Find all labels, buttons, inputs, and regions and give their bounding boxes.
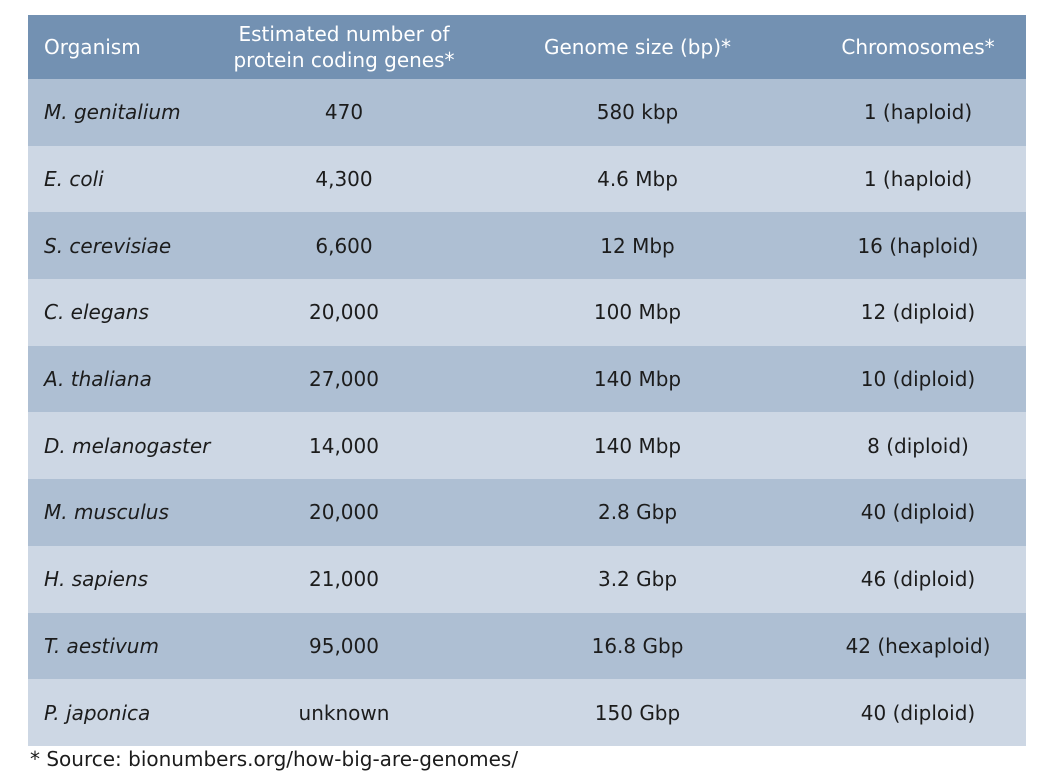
header-chromosomes: Chromosomes* bbox=[841, 35, 995, 59]
chromosomes-cell: 42 (hexaploid) bbox=[845, 633, 991, 658]
organism-cell: M. genitalium bbox=[44, 100, 181, 125]
genome-size-cell: 4.6 Mbp bbox=[597, 167, 678, 192]
organism-cell: H. sapiens bbox=[44, 567, 149, 592]
genome-size-cell: 140 Mbp bbox=[593, 367, 682, 392]
table-row: P. japonica unknown 150 Gbp 40 (diploid) bbox=[28, 679, 1026, 746]
chromosomes-cell: 1 (haploid) bbox=[863, 100, 973, 125]
genes-cell: 20,000 bbox=[309, 500, 379, 525]
genes-cell: 27,000 bbox=[309, 367, 379, 392]
header-genes-line1: Estimated number of bbox=[238, 22, 450, 46]
chromosomes-cell: 8 (diploid) bbox=[867, 433, 969, 458]
organism-cell: A. thaliana bbox=[44, 367, 152, 392]
chromosomes-cell: 12 (diploid) bbox=[860, 300, 976, 325]
genes-cell: 6,600 bbox=[315, 233, 373, 258]
chromosomes-cell: 1 (haploid) bbox=[863, 167, 973, 192]
genes-cell: 470 bbox=[324, 100, 364, 125]
genome-size-cell: 150 Gbp bbox=[594, 700, 681, 725]
genome-size-cell: 12 Mbp bbox=[600, 233, 675, 258]
genes-cell: 4,300 bbox=[315, 167, 373, 192]
table-row: H. sapiens 21,000 3.2 Gbp 46 (diploid) bbox=[28, 545, 1026, 613]
organism-cell: S. cerevisiae bbox=[44, 233, 172, 258]
table-row: S. cerevisiae 6,600 12 Mbp 16 (haploid) bbox=[28, 212, 1026, 280]
chromosomes-cell: 40 (diploid) bbox=[860, 700, 976, 725]
source-footnote: * Source: bionumbers.org/how-big-are-gen… bbox=[30, 747, 519, 771]
table-row: A. thaliana 27,000 140 Mbp 10 (diploid) bbox=[28, 345, 1026, 413]
organism-cell: P. japonica bbox=[44, 700, 151, 725]
chromosomes-cell: 16 (haploid) bbox=[857, 233, 979, 258]
header-genes-line2: protein coding genes* bbox=[233, 48, 455, 72]
genome-size-cell: 2.8 Gbp bbox=[597, 500, 678, 525]
header-row: Organism Estimated number of protein cod… bbox=[28, 15, 1026, 79]
header-protein-coding-genes: Estimated number of protein coding genes… bbox=[223, 15, 465, 79]
chromosomes-cell: 40 (diploid) bbox=[860, 500, 976, 525]
table-row: M. genitalium 470 580 kbp 1 (haploid) bbox=[28, 79, 1026, 146]
genes-cell: 95,000 bbox=[309, 633, 379, 658]
organism-cell: D. melanogaster bbox=[44, 433, 211, 458]
table-row: E. coli 4,300 4.6 Mbp 1 (haploid) bbox=[28, 145, 1026, 213]
genes-cell: 20,000 bbox=[309, 300, 379, 325]
organism-cell: C. elegans bbox=[44, 300, 149, 325]
header-organism: Organism bbox=[44, 35, 141, 59]
genome-size-cell: 100 Mbp bbox=[593, 300, 682, 325]
table-row: D. melanogaster 14,000 140 Mbp 8 (diploi… bbox=[28, 412, 1026, 480]
genome-comparison-table: Organism Estimated number of protein cod… bbox=[28, 15, 1026, 746]
chromosomes-cell: 46 (diploid) bbox=[860, 567, 976, 592]
organism-cell: E. coli bbox=[44, 167, 104, 192]
table-body: M. genitalium 470 580 kbp 1 (haploid) E.… bbox=[28, 79, 1026, 746]
chromosomes-cell: 10 (diploid) bbox=[860, 367, 976, 392]
organism-cell: T. aestivum bbox=[44, 633, 159, 658]
genes-cell: 14,000 bbox=[309, 433, 379, 458]
genome-size-cell: 140 Mbp bbox=[593, 433, 682, 458]
table-header: Organism Estimated number of protein cod… bbox=[28, 15, 1026, 79]
table-row: T. aestivum 95,000 16.8 Gbp 42 (hexaploi… bbox=[28, 612, 1026, 680]
genome-size-cell: 3.2 Gbp bbox=[597, 567, 678, 592]
table-row: M. musculus 20,000 2.8 Gbp 40 (diploid) bbox=[28, 479, 1026, 546]
organism-cell: M. musculus bbox=[44, 500, 169, 525]
table-row: C. elegans 20,000 100 Mbp 12 (diploid) bbox=[28, 279, 1026, 346]
genes-cell: unknown bbox=[298, 700, 390, 725]
genes-cell: 21,000 bbox=[309, 567, 379, 592]
header-genome-size: Genome size (bp)* bbox=[544, 35, 731, 59]
genome-size-cell: 16.8 Gbp bbox=[591, 633, 684, 658]
genome-size-cell: 580 kbp bbox=[596, 100, 679, 125]
